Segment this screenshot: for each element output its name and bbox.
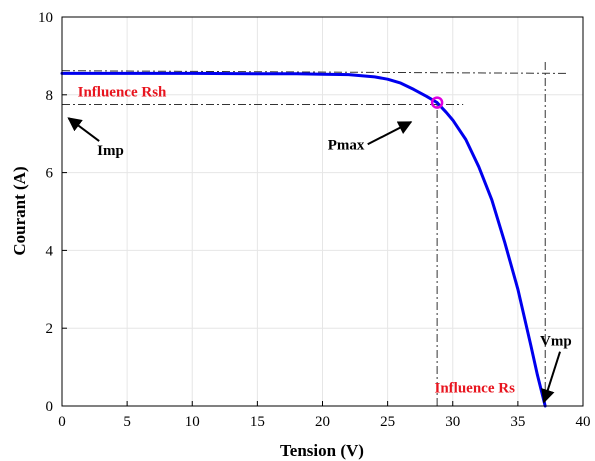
x-tick-label: 35 <box>510 414 525 430</box>
y-tick-label: 6 <box>46 166 54 182</box>
annotation-label: Influence Rs <box>435 380 516 396</box>
x-tick-label: 20 <box>315 414 330 430</box>
annotation-label: Vmp <box>540 334 572 350</box>
y-axis-label: Courant (A) <box>10 166 29 255</box>
series-layer <box>60 71 547 408</box>
y-tick-label: 10 <box>38 10 53 26</box>
x-tick-label: 5 <box>123 414 131 430</box>
annotation-arrow <box>367 121 413 146</box>
x-tick-label: 0 <box>58 414 66 430</box>
iv-curve-line <box>60 71 547 408</box>
x-axis-ticks: 0 5 10 15 20 25 30 35 40 <box>58 401 591 430</box>
y-axis-ticks: 0 2 4 6 8 10 <box>38 10 67 415</box>
x-tick-label: 40 <box>576 414 591 430</box>
reference-line <box>61 70 568 74</box>
annotation-label: Imp <box>97 143 124 159</box>
marker-layer <box>430 96 444 109</box>
x-axis-label: Tension (V) <box>280 441 364 460</box>
max-power-point-marker <box>430 96 444 109</box>
y-tick-label: 0 <box>46 399 54 415</box>
annotation-arrow <box>541 351 561 404</box>
x-tick-label: 30 <box>445 414 460 430</box>
reference-lines <box>61 61 568 406</box>
y-tick-label: 8 <box>46 88 54 104</box>
annotation-label: Pmax <box>328 137 365 153</box>
x-tick-label: 10 <box>185 414 200 430</box>
annotation-label: Influence Rsh <box>78 85 167 101</box>
y-tick-label: 2 <box>46 321 54 337</box>
annotation-layer: Influence Rsh Imp Pmax Influence Rs Vmp <box>67 85 572 404</box>
y-tick-label: 4 <box>46 243 54 259</box>
annotation-arrow <box>67 117 100 142</box>
x-tick-label: 15 <box>250 414 265 430</box>
x-tick-label: 25 <box>380 414 395 430</box>
